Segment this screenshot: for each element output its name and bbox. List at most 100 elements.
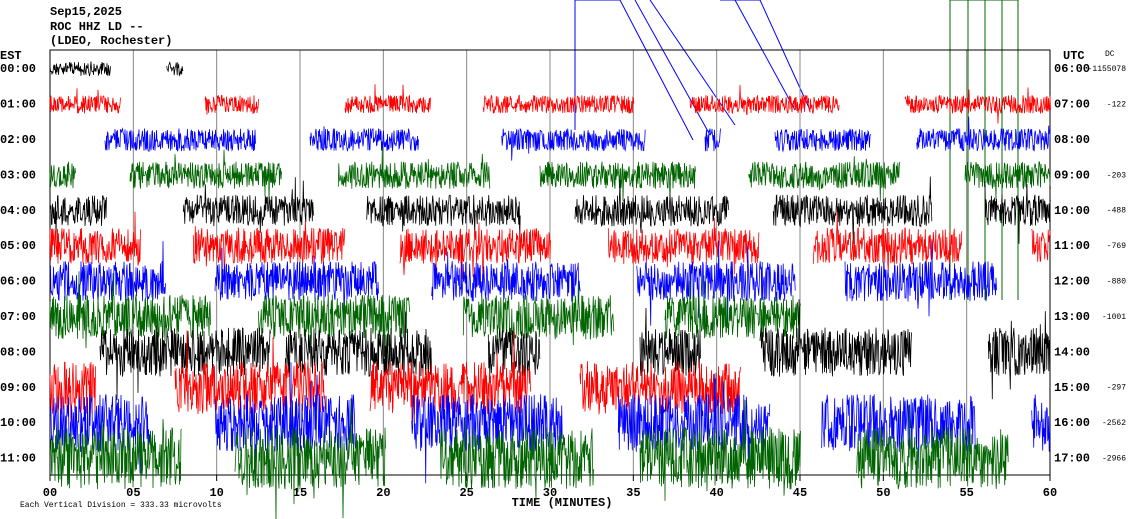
utc-label: 14:00: [1054, 345, 1090, 359]
est-label: 10:00: [0, 416, 36, 430]
trace-segment: [639, 307, 701, 377]
est-label: 05:00: [0, 239, 36, 253]
trace-segment: [984, 180, 1051, 244]
dc-label: DC: [1105, 50, 1115, 59]
trace-segment: [759, 299, 912, 377]
trace-segment: [399, 222, 551, 283]
dc-value: -2966: [1102, 455, 1126, 464]
utc-label: 11:00: [1054, 239, 1090, 253]
overflow-lines: [949, 0, 1019, 300]
trace-segment: [748, 156, 901, 202]
est-label: 02:00: [0, 133, 36, 147]
dc-value: -769: [1107, 242, 1126, 251]
x-tick-label: 15: [293, 486, 307, 500]
utc-label: 12:00: [1054, 275, 1090, 289]
date: Sep15,2025: [50, 5, 122, 19]
trace-segment: [411, 394, 563, 484]
trace-segment: [462, 282, 615, 346]
trace-segment: [49, 195, 107, 238]
est-label: 00:00: [0, 62, 36, 76]
x-tick-label: 35: [626, 486, 640, 500]
trace-segment: [916, 116, 1051, 152]
trace-segment: [49, 241, 166, 302]
utc-label: 13:00: [1054, 310, 1090, 324]
trace-segment: [182, 177, 315, 233]
trace-segment: [856, 404, 1009, 490]
trace-segment: [284, 310, 432, 381]
x-tick-label: 60: [1043, 486, 1057, 500]
x-tick-label: 20: [376, 486, 390, 500]
trace-segment: [49, 271, 211, 366]
trace-segment: [1031, 394, 1051, 452]
trace-segment: [257, 294, 411, 357]
x-tick-label: 05: [126, 486, 140, 500]
trace-segment: [309, 126, 419, 152]
trace-segment: [482, 94, 635, 114]
est-label: 07:00: [0, 310, 36, 324]
place: (LDEO, Rochester): [50, 34, 172, 48]
trace-segment: [49, 61, 111, 77]
utc-label: 08:00: [1054, 133, 1090, 147]
left-label: EST: [0, 49, 22, 63]
utc-label: 17:00: [1054, 452, 1090, 466]
utc-label: 06:00: [1054, 62, 1090, 76]
trace-segment: [664, 275, 801, 339]
est-label: 11:00: [0, 452, 36, 466]
station: ROC HHZ LD --: [50, 20, 144, 34]
dc-value: -488: [1107, 207, 1126, 216]
trace-segment: [129, 149, 282, 203]
dc-value: -203: [1107, 171, 1126, 180]
dc-value: -122: [1107, 101, 1126, 110]
trace-segment: [49, 418, 182, 490]
trace-segment: [49, 161, 76, 189]
trace-segment: [192, 220, 346, 272]
trace-segment: [501, 128, 646, 161]
trace-segment: [704, 128, 721, 152]
x-tick-label: 50: [876, 486, 890, 500]
trace-segment: [964, 161, 1051, 200]
est-label: 04:00: [0, 204, 36, 218]
trace-segment: [812, 211, 963, 271]
trace-segment: [821, 394, 976, 469]
trace-segment: [639, 399, 801, 501]
dc-value: -1155078: [1088, 65, 1127, 74]
footnote: Each Vertical Division = 333.33 microvol…: [20, 501, 222, 510]
est-label: 08:00: [0, 345, 36, 359]
trace-segment: [214, 247, 379, 320]
trace-segment: [689, 84, 840, 116]
est-label: 09:00: [0, 381, 36, 395]
x-label: TIME (MINUTES): [512, 496, 613, 510]
trace-segment: [539, 161, 696, 203]
trace-segment: [904, 87, 1051, 124]
trace-segment: [987, 311, 1051, 400]
dc-value: -297: [1107, 384, 1126, 393]
trace-segment: [344, 84, 431, 114]
x-tick-label: 55: [959, 486, 973, 500]
trace-segment: [431, 251, 581, 302]
overflow-lines: [574, 0, 811, 141]
trace-segment: [204, 94, 259, 115]
trace-segment: [574, 179, 729, 234]
x-tick-label: 45: [793, 486, 807, 500]
trace-segment: [774, 128, 871, 153]
est-label: 06:00: [0, 275, 36, 289]
trace-segment: [844, 240, 997, 317]
trace-segment: [772, 176, 933, 245]
trace-segment: [1031, 228, 1051, 263]
utc-label: 10:00: [1054, 204, 1090, 218]
trace-segment: [636, 240, 796, 326]
x-tick-label: 30: [543, 486, 557, 500]
dc-value: -2562: [1102, 419, 1126, 428]
trace-segment: [234, 399, 386, 519]
trace-segment: [99, 325, 271, 401]
right-label: UTC: [1063, 49, 1085, 63]
trace-segment: [49, 394, 151, 474]
x-tick-label: 00: [43, 486, 57, 500]
x-tick-label: 10: [209, 486, 223, 500]
est-label: 03:00: [0, 168, 36, 182]
utc-label: 15:00: [1054, 381, 1090, 395]
x-tick-label: 40: [709, 486, 723, 500]
trace-segment: [49, 211, 141, 266]
est-label: 01:00: [0, 98, 36, 112]
